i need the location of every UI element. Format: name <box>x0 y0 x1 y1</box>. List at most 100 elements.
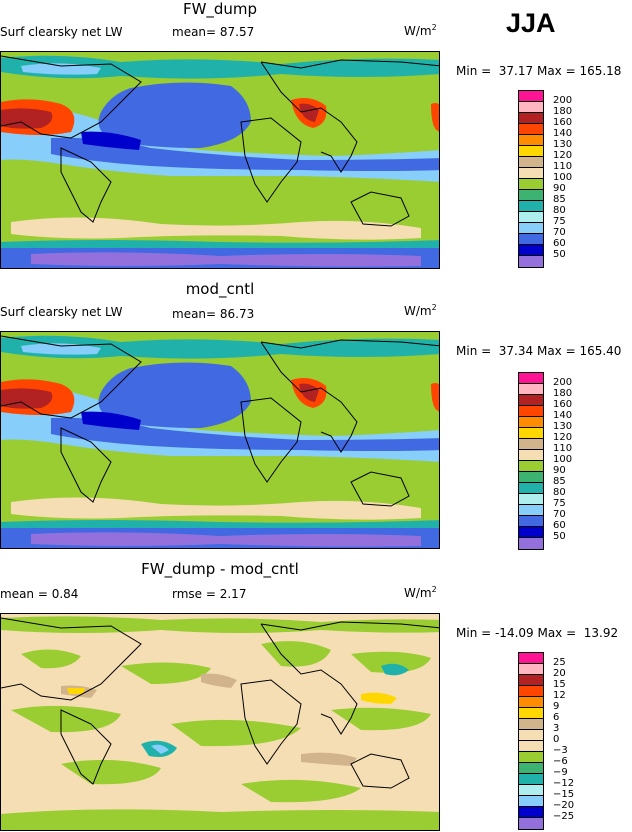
colorbar-tick-label: 9 <box>553 701 560 712</box>
colorbar-swatch <box>519 256 543 267</box>
colorbar-swatch <box>519 472 543 483</box>
colorbar-tick-label: 100 <box>553 454 573 465</box>
colorbar-swatch <box>519 201 543 212</box>
mean-value: mean= 87.57 <box>172 25 255 39</box>
colorbar-swatch <box>519 752 543 763</box>
colorbar-tick-label: 25 <box>553 657 566 668</box>
colorbar-tick-label: −9 <box>553 767 568 778</box>
colorbar-tick-label: −12 <box>553 778 575 789</box>
colorbar-tick-label: 160 <box>553 399 573 410</box>
colorbar-tick-label: 90 <box>553 465 566 476</box>
units-label: W/m2 <box>404 23 437 38</box>
colorbar-tick-label: 85 <box>553 194 566 205</box>
colorbar-swatch <box>519 719 543 730</box>
colorbar-swatch <box>519 212 543 223</box>
colorbar-tick-label: 160 <box>553 117 573 128</box>
colorbar-swatch <box>519 785 543 796</box>
colorbar-swatch <box>519 494 543 505</box>
colorbar-swatch <box>519 538 543 549</box>
colorbar-swatch <box>519 675 543 686</box>
colorbar-swatch <box>519 818 543 829</box>
variable-name: Surf clearsky net LW <box>0 305 123 319</box>
colorbar <box>518 90 544 268</box>
rmse-value: rmse = 2.17 <box>172 587 247 601</box>
colorbar-tick-label: 85 <box>553 476 566 487</box>
colorbar-swatch <box>519 146 543 157</box>
season-label: JJA <box>506 8 556 38</box>
colorbar-tick-label: 60 <box>553 238 566 249</box>
colorbar-swatch <box>519 395 543 406</box>
units-label: W/m2 <box>404 585 437 600</box>
mean-value: mean = 0.84 <box>0 587 79 601</box>
colorbar-tick-label: 75 <box>553 498 566 509</box>
colorbar-tick-label: 120 <box>553 432 573 443</box>
colorbar-swatch <box>519 113 543 124</box>
panel-title: FW_dump <box>182 0 258 18</box>
colorbar-tick-label: −25 <box>553 811 575 822</box>
colorbar-swatch <box>519 730 543 741</box>
colorbar-swatch <box>519 406 543 417</box>
colorbar-swatch <box>519 708 543 719</box>
colorbar-tick-label: 75 <box>553 216 566 227</box>
colorbar-swatch <box>519 516 543 527</box>
min-max-readout: Min = -14.09 Max = 13.92 <box>456 626 619 640</box>
colorbar-tick-label: 200 <box>553 377 573 388</box>
colorbar-swatch <box>519 741 543 752</box>
colorbar-tick-label: 80 <box>553 205 566 216</box>
colorbar-swatch <box>519 505 543 516</box>
colorbar-swatch <box>519 223 543 234</box>
colorbar-tick-label: 80 <box>553 487 566 498</box>
colorbar-tick-label: 130 <box>553 139 573 150</box>
colorbar-swatch <box>519 686 543 697</box>
colorbar-tick-label: 120 <box>553 150 573 161</box>
colorbar-tick-label: 3 <box>553 723 560 734</box>
colorbar-tick-label: 60 <box>553 520 566 531</box>
colorbar-swatch <box>519 179 543 190</box>
min-max-readout: Min = 37.17 Max = 165.18 <box>456 64 622 78</box>
colorbar-tick-label: 20 <box>553 668 566 679</box>
colorbar-swatch <box>519 373 543 384</box>
colorbar-tick-label: −3 <box>553 745 568 756</box>
colorbar-swatch <box>519 461 543 472</box>
colorbar-swatch <box>519 439 543 450</box>
colorbar-tick-label: 180 <box>553 106 573 117</box>
panel-title: FW_dump - mod_cntl <box>141 560 299 578</box>
colorbar-tick-label: −15 <box>553 789 575 800</box>
colorbar-swatch <box>519 91 543 102</box>
colorbar-swatch <box>519 653 543 664</box>
colorbar-tick-label: 6 <box>553 712 560 723</box>
colorbar-tick-label: 15 <box>553 679 566 690</box>
colorbar-tick-label: 70 <box>553 509 566 520</box>
colorbar-swatch <box>519 774 543 785</box>
colorbar-swatch <box>519 796 543 807</box>
colorbar-tick-label: 0 <box>553 734 560 745</box>
map-panel <box>0 613 440 831</box>
colorbar-tick-label: 50 <box>553 531 566 542</box>
map-panel <box>0 51 440 269</box>
units-label: W/m2 <box>404 303 437 318</box>
colorbar-swatch <box>519 428 543 439</box>
colorbar-tick-label: 180 <box>553 388 573 399</box>
colorbar <box>518 652 544 830</box>
colorbar-swatch <box>519 124 543 135</box>
colorbar-swatch <box>519 102 543 113</box>
map-panel <box>0 331 440 549</box>
colorbar-swatch <box>519 763 543 774</box>
colorbar-swatch <box>519 450 543 461</box>
colorbar-swatch <box>519 483 543 494</box>
colorbar-tick-label: −20 <box>553 800 575 811</box>
colorbar-tick-label: 140 <box>553 128 573 139</box>
colorbar-tick-label: 200 <box>553 95 573 106</box>
colorbar-swatch <box>519 527 543 538</box>
colorbar-tick-label: 100 <box>553 172 573 183</box>
colorbar-tick-label: 130 <box>553 421 573 432</box>
colorbar-swatch <box>519 234 543 245</box>
mean-value: mean= 86.73 <box>172 307 255 321</box>
colorbar-swatch <box>519 190 543 201</box>
colorbar-tick-label: 90 <box>553 183 566 194</box>
colorbar-tick-label: 12 <box>553 690 566 701</box>
panel-title: mod_cntl <box>185 280 255 298</box>
min-max-readout: Min = 37.34 Max = 165.40 <box>456 344 622 358</box>
colorbar-tick-label: −6 <box>553 756 568 767</box>
colorbar-swatch <box>519 245 543 256</box>
